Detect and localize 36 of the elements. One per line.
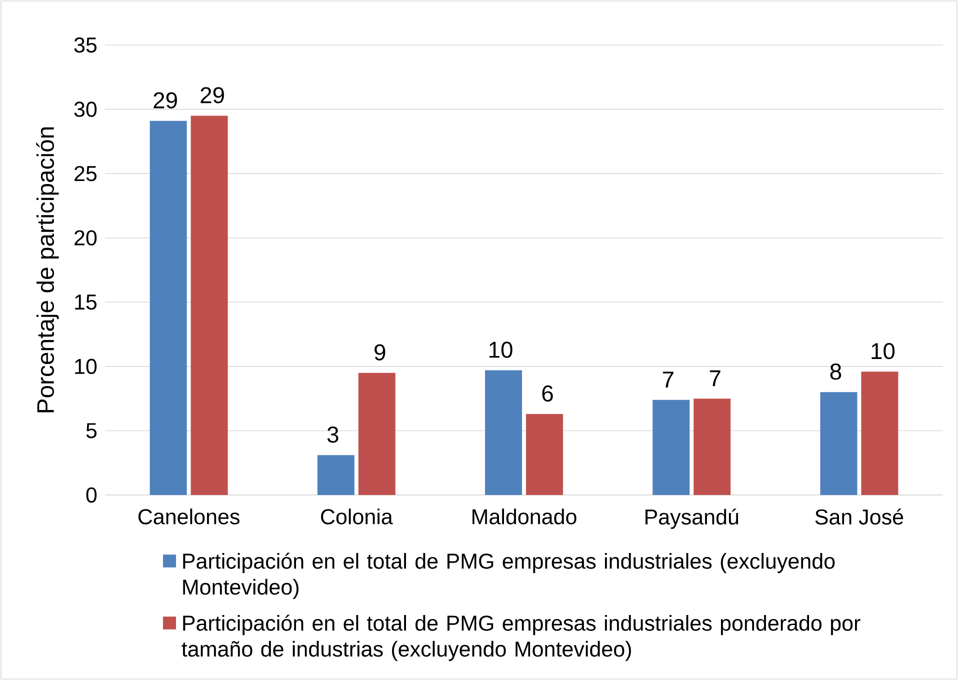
y-tick-label: 25 bbox=[74, 166, 97, 182]
x-tick-label: Colonia bbox=[321, 508, 393, 524]
y-tick-label: 5 bbox=[86, 423, 97, 438]
data-label: 3 bbox=[327, 426, 338, 443]
legend-label: Participación en el total de PMG empresas industriales ponderado por tamaño de industrias (excluyendo Montevideo) bbox=[182, 614, 860, 661]
y-tick-label: 35 bbox=[74, 37, 97, 53]
y-tick-label: 15 bbox=[75, 294, 97, 310]
bar bbox=[190, 116, 228, 495]
bar bbox=[820, 392, 858, 495]
bar bbox=[485, 370, 522, 495]
data-label: 29 bbox=[200, 87, 224, 104]
bar bbox=[861, 372, 898, 495]
y-axis-title: Porcentaje de participación bbox=[36, 127, 59, 412]
bar bbox=[358, 372, 396, 495]
y-tick-label: 10 bbox=[75, 358, 97, 374]
bar bbox=[694, 398, 731, 495]
data-label: 7 bbox=[710, 370, 720, 386]
bar bbox=[317, 455, 354, 495]
data-label: 10 bbox=[490, 342, 512, 358]
bar bbox=[526, 414, 563, 495]
y-tick-label: 30 bbox=[74, 102, 97, 117]
data-label: 8 bbox=[830, 364, 842, 380]
data-label: 9 bbox=[374, 344, 386, 360]
x-tick-label: Paysandú bbox=[646, 508, 738, 529]
bar bbox=[150, 120, 187, 495]
legend-label: Participación en el total de PMG empresas industriales (excluyendo Montevideo) bbox=[183, 552, 835, 599]
x-tick-label: San José bbox=[815, 508, 904, 525]
y-tick-label: 0 bbox=[86, 487, 97, 503]
x-tick-label: Canelones bbox=[138, 508, 240, 524]
x-tick-label: Maldonado bbox=[472, 508, 576, 524]
data-label: 6 bbox=[542, 385, 553, 402]
data-label: 7 bbox=[662, 372, 674, 388]
y-tick-label: 20 bbox=[74, 230, 97, 246]
data-label: 29 bbox=[154, 92, 177, 108]
bar bbox=[652, 400, 690, 495]
data-label: 10 bbox=[872, 342, 895, 360]
